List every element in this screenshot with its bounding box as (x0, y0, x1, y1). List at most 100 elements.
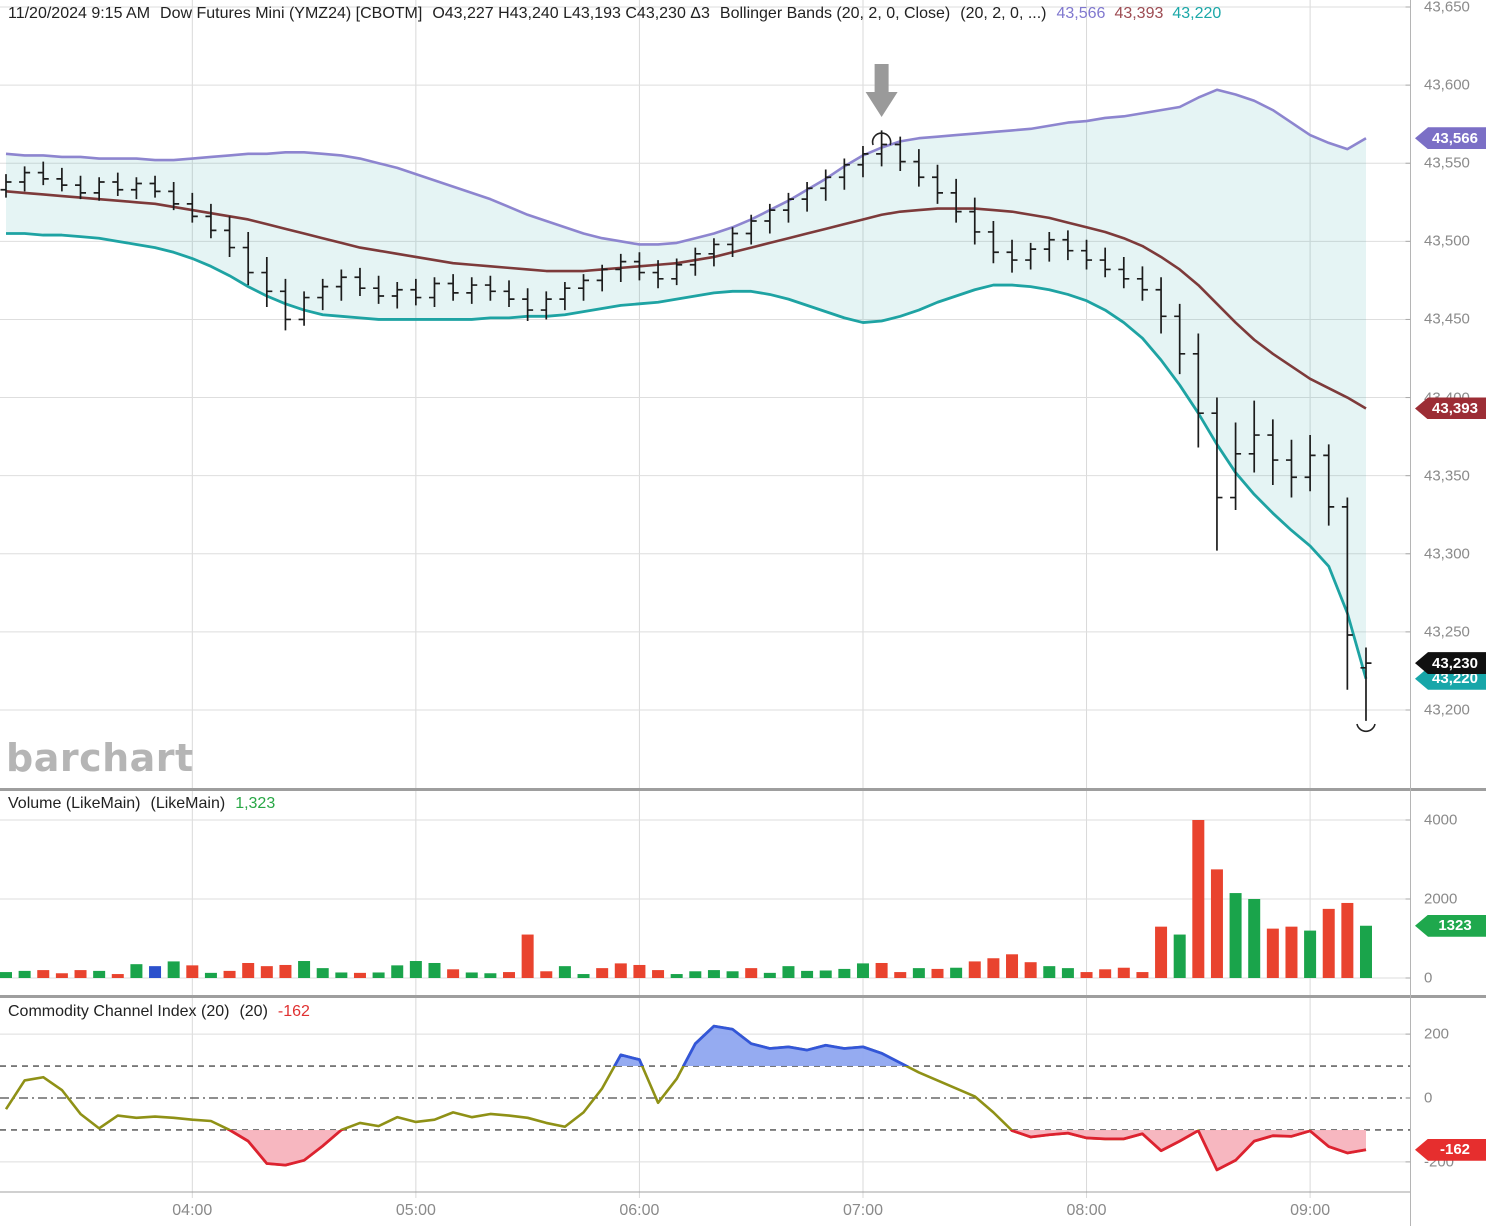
volume-bar (987, 958, 1000, 978)
study-value-2: 43,220 (1172, 5, 1222, 22)
ohlc-bar (1099, 247, 1111, 278)
volume-bar (484, 973, 497, 978)
ohlc-bar (820, 169, 832, 201)
ohlc-bar (242, 231, 254, 286)
volume-bar (1229, 893, 1242, 978)
volume-bar (782, 966, 795, 978)
price-tick-43650: 43,650 (1424, 0, 1470, 16)
price-tick-43600: 43,600 (1424, 76, 1470, 94)
ohlc-bar (1081, 239, 1093, 270)
volume-study-label[interactable]: Volume (LikeMain) (8, 795, 141, 812)
ohlc-bar (652, 260, 664, 289)
volume-bar (1173, 934, 1186, 978)
cci-tick-0: 0 (1424, 1089, 1433, 1107)
ohlc-bar (633, 252, 645, 281)
volume-bar (745, 968, 758, 978)
time-tick-0400: 04:00 (172, 1202, 213, 1219)
volume-bar (1136, 972, 1149, 978)
volume-bar (503, 972, 516, 978)
volume-bar (242, 962, 255, 978)
ohlc-bar (447, 274, 459, 301)
ohlc-bar (969, 197, 981, 245)
volume-bar (670, 974, 683, 978)
cci-study-params[interactable]: (20) (239, 1003, 268, 1020)
arc-over-high-annotation[interactable] (871, 132, 892, 146)
time-tick-0900: 09:00 (1290, 1202, 1331, 1219)
down-arrow-annotation[interactable] (865, 64, 898, 117)
volume-bar (689, 971, 702, 978)
ohlc-bar (56, 167, 68, 192)
ohlc-bar (261, 256, 273, 307)
volume-bar (353, 972, 366, 978)
cci-study-label[interactable]: Commodity Channel Index (20) (8, 1003, 230, 1020)
volume-bar (801, 970, 814, 978)
ohlc-bar (894, 136, 906, 172)
panel-divider-2[interactable] (0, 995, 1486, 998)
chart-datetime: 11/20/2024 9:15 AM (8, 5, 151, 22)
volume-bar (614, 963, 627, 978)
ohlc-bar (1341, 497, 1353, 690)
price-tick-43200: 43,200 (1424, 701, 1470, 719)
last-cci-badge: -162 (1415, 1138, 1486, 1161)
ohlc-bar (1043, 231, 1055, 262)
volume-bar (465, 972, 478, 978)
volume-bar (521, 934, 534, 978)
ohlc-bar (1136, 266, 1148, 301)
volume-bar (93, 970, 106, 978)
volume-bar (931, 968, 944, 978)
volume-bar (1080, 972, 1093, 978)
ohlc-bar (391, 281, 403, 309)
ohlc-bar (727, 227, 739, 257)
volume-bar (968, 961, 981, 978)
ohlc-bar (987, 221, 999, 264)
volume-tick-4000: 4000 (1424, 811, 1458, 829)
volume-bar (707, 970, 720, 978)
volume-bar (1192, 820, 1205, 978)
volume-bar (1210, 869, 1223, 978)
gridlines (0, 0, 1411, 1198)
ohlc-bar (1323, 444, 1335, 526)
volume-bar (167, 961, 180, 978)
volume-bar (950, 967, 963, 978)
volume-bar (428, 962, 441, 978)
volume-bar (279, 964, 292, 978)
bollinger-upper-line (5, 88, 1367, 246)
ohlc-bar (37, 161, 49, 186)
volume-bar (372, 972, 385, 978)
ohlc-bar (838, 158, 850, 190)
volume-bar (596, 968, 609, 978)
ohlc-bar (1248, 400, 1260, 473)
volume-bar (1155, 926, 1168, 978)
volume-bar (577, 974, 590, 978)
cci-overbought-line (612, 1024, 910, 1067)
panel-divider-1[interactable] (0, 788, 1486, 791)
cci-panel-header: Commodity Channel Index (20) (20) -162 (8, 1003, 310, 1021)
cci-plot-area[interactable] (0, 998, 1411, 1192)
volume-bar (1304, 930, 1317, 978)
study-params[interactable]: (20, 2, 0, ...) (960, 5, 1047, 22)
price-tick-43250: 43,250 (1424, 623, 1470, 641)
volume-plot-area[interactable] (0, 791, 1411, 996)
ohlc-bar (801, 181, 813, 212)
ohlc-bar (1211, 397, 1223, 551)
volume-bar (186, 965, 199, 978)
price-tick-43500: 43,500 (1424, 232, 1470, 250)
ohlc-bar (932, 164, 943, 204)
study-value-readouts: 43,566 43,393 43,220 (1057, 5, 1231, 23)
volume-bar (223, 970, 236, 978)
ohlc-bar (671, 258, 683, 286)
volume-bar (633, 964, 646, 978)
volume-bar (875, 962, 888, 978)
volume-bar (912, 968, 925, 978)
volume-bar (1006, 954, 1019, 978)
middle-band-badge: 43,393 (1415, 397, 1486, 420)
volume-bar (409, 961, 422, 978)
price-plot-area[interactable] (0, 0, 1411, 789)
ohlc-bar (1230, 422, 1242, 511)
price-tick-43550: 43,550 (1424, 154, 1470, 172)
volume-study-params[interactable]: (LikeMain) (150, 795, 226, 812)
study-label-bollinger[interactable]: Bollinger Bands (20, 2, 0, Close) (719, 5, 951, 22)
arc-under-low-annotation[interactable] (1356, 723, 1376, 733)
ohlc-bar (335, 269, 347, 301)
